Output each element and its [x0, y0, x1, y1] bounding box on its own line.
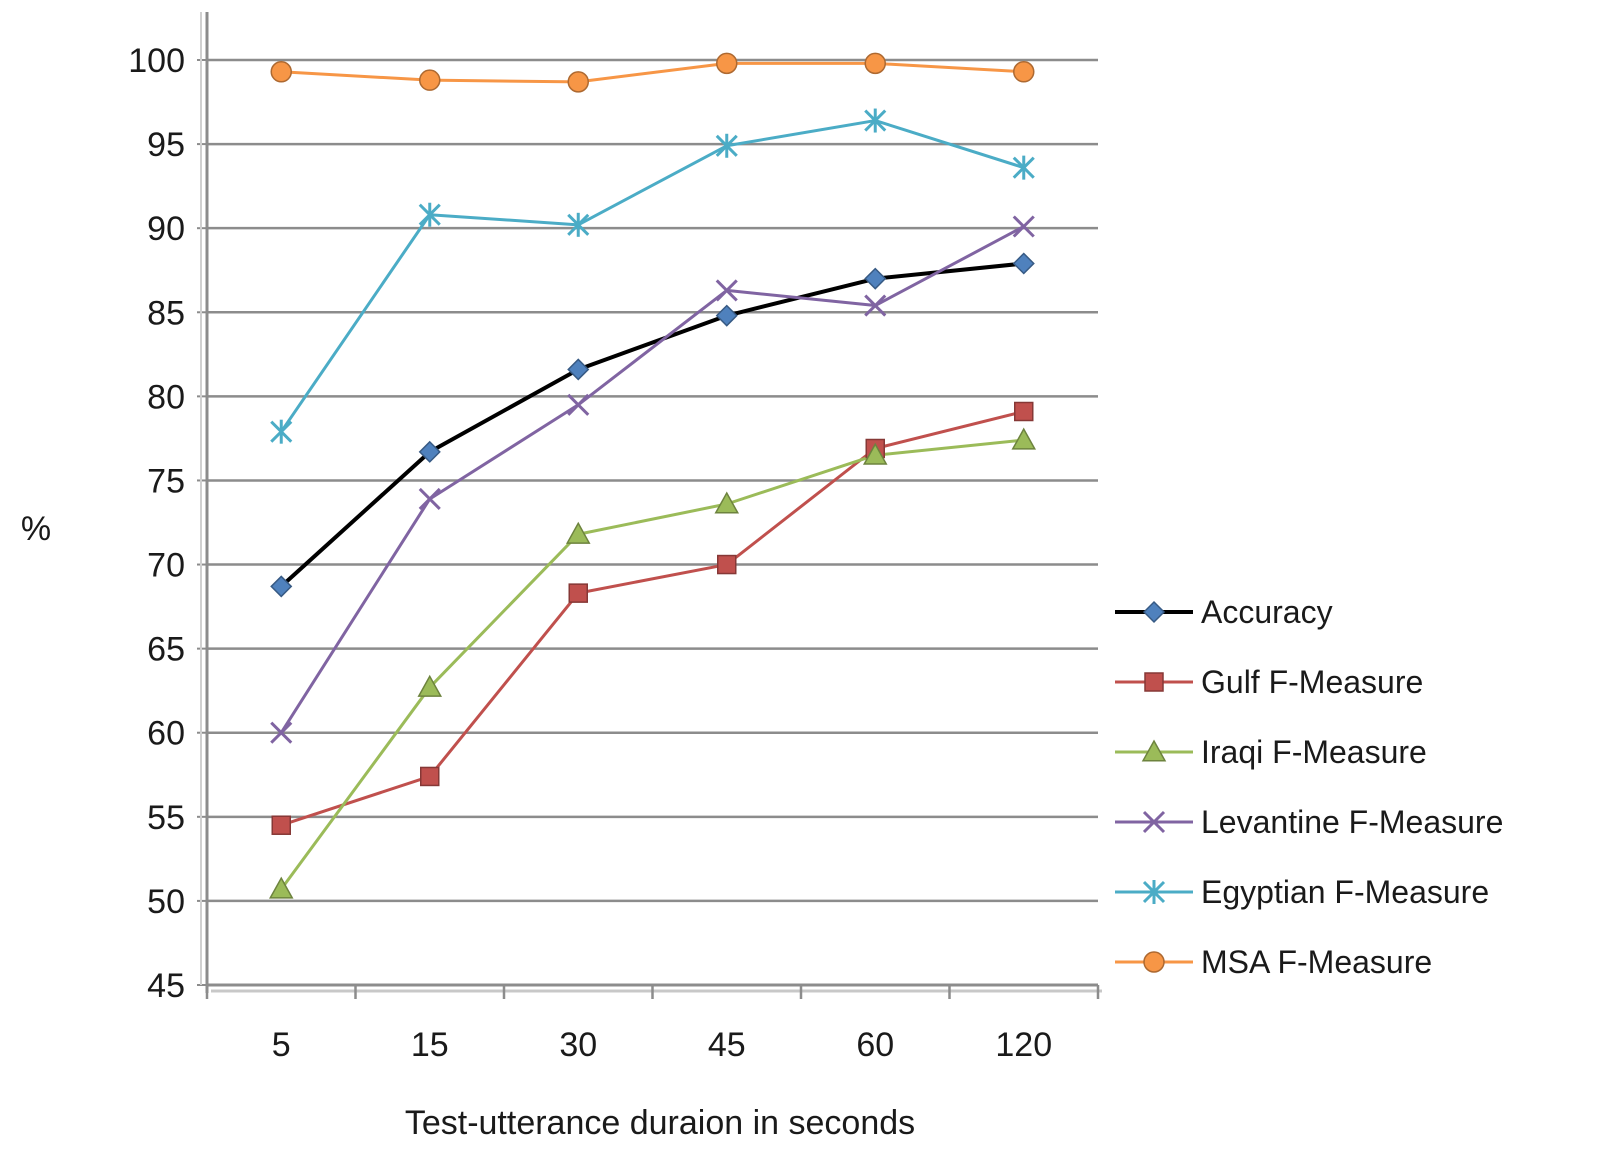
- data-point-2-5: [1011, 427, 1037, 450]
- x-tick-label: 30: [559, 1026, 597, 1064]
- y-tick-label: 65: [147, 631, 185, 669]
- legend-label: Accuracy: [1201, 594, 1333, 630]
- data-point-4-4: [864, 108, 887, 133]
- series-line-2: [280, 438, 1024, 891]
- data-point-1-5: [1014, 401, 1034, 422]
- legend-item-1: Gulf F-Measure: [1115, 664, 1423, 700]
- x-axis-label: Test-utterance duraion in seconds: [405, 1104, 915, 1142]
- series-lines: [279, 61, 1025, 891]
- y-tick-label: 75: [147, 462, 185, 500]
- legend-marker: [1142, 880, 1166, 904]
- data-point-3-4: [864, 294, 887, 317]
- legend-item-4: Egyptian F-Measure: [1115, 874, 1489, 910]
- x-tick-label: 60: [856, 1026, 894, 1064]
- legend-marker: [1141, 739, 1167, 762]
- data-point-4-0: [270, 419, 293, 444]
- legend-marker: [1142, 600, 1166, 624]
- series-line-0: [279, 261, 1024, 588]
- data-point-5-2: [567, 71, 589, 93]
- data-point-3-5: [1012, 215, 1035, 238]
- legend-item-3: Levantine F-Measure: [1115, 804, 1503, 840]
- legend-item-2: Iraqi F-Measure: [1115, 734, 1427, 770]
- y-tick-label: 60: [147, 715, 185, 753]
- data-point-4-2: [567, 212, 590, 237]
- data-point-2-2: [565, 521, 591, 544]
- series-line-3: [279, 225, 1025, 734]
- data-point-3-2: [567, 393, 590, 416]
- data-point-1-1: [420, 766, 440, 787]
- legend-marker: [1143, 951, 1165, 973]
- y-axis-label: %: [21, 510, 51, 548]
- legend-label: Levantine F-Measure: [1201, 804, 1503, 840]
- data-point-2-1: [417, 674, 443, 697]
- data-point-4-5: [1012, 155, 1035, 180]
- data-point-3-3: [715, 279, 738, 302]
- data-point-1-2: [568, 583, 588, 603]
- series-line-1: [280, 410, 1025, 827]
- y-tick-label: 45: [147, 967, 185, 1005]
- y-tick-label: 95: [147, 126, 185, 164]
- x-tick-label: 5: [272, 1026, 291, 1064]
- legend: Accuracy Gulf F-Measure Iraqi F-Measure Lev…: [1115, 594, 1503, 980]
- series-line-4: [280, 119, 1025, 433]
- data-point-3-1: [418, 487, 441, 511]
- data-point-0-3: [715, 304, 738, 327]
- data-point-1-0: [271, 815, 291, 835]
- legend-marker: [1144, 672, 1164, 692]
- y-tick-label: 100: [128, 42, 185, 80]
- y-tick-label: 55: [147, 799, 185, 837]
- data-point-4-3: [715, 133, 738, 158]
- x-tick-label: 45: [708, 1026, 746, 1064]
- data-point-0-2: [567, 358, 590, 381]
- series-line-5: [281, 61, 1024, 84]
- y-tick-label: 70: [147, 547, 185, 585]
- data-point-0-4: [864, 267, 887, 290]
- y-tick-label: 50: [147, 883, 185, 921]
- data-point-5-0: [270, 61, 292, 83]
- data-point-0-0: [270, 575, 293, 598]
- data-point-1-3: [717, 554, 737, 575]
- legend-item-0: Accuracy: [1115, 594, 1333, 630]
- legend-label: MSA F-Measure: [1201, 944, 1432, 980]
- legend-item-5: MSA F-Measure: [1115, 944, 1432, 980]
- data-point-0-1: [418, 440, 441, 463]
- series-markers: [268, 52, 1037, 899]
- legend-marker: [1142, 810, 1166, 834]
- legend-label: Iraqi F-Measure: [1201, 734, 1427, 770]
- data-point-2-0: [268, 876, 294, 899]
- data-point-5-5: [1013, 61, 1035, 83]
- data-point-5-1: [419, 69, 441, 91]
- x-tick-label: 120: [995, 1026, 1052, 1064]
- legend-label: Egyptian F-Measure: [1201, 874, 1489, 910]
- y-tick-label: 85: [147, 294, 185, 332]
- data-point-0-5: [1012, 252, 1035, 275]
- axes: [197, 12, 1102, 999]
- data-point-3-0: [270, 721, 293, 744]
- x-tick-label: 15: [411, 1026, 449, 1064]
- y-tick-labels: 45 50 55 60 65 70 75 80 85 90 95 100: [128, 42, 185, 1005]
- data-point-5-3: [716, 52, 738, 75]
- y-tick-label: 90: [147, 210, 185, 248]
- y-tick-label: 80: [147, 378, 185, 416]
- x-tick-labels: 5 15 30 45 60 120: [272, 1026, 1052, 1064]
- data-point-2-3: [714, 491, 740, 514]
- data-point-2-4: [862, 442, 888, 465]
- legend-label: Gulf F-Measure: [1201, 664, 1423, 700]
- data-point-4-1: [418, 202, 441, 227]
- data-point-5-4: [864, 52, 886, 75]
